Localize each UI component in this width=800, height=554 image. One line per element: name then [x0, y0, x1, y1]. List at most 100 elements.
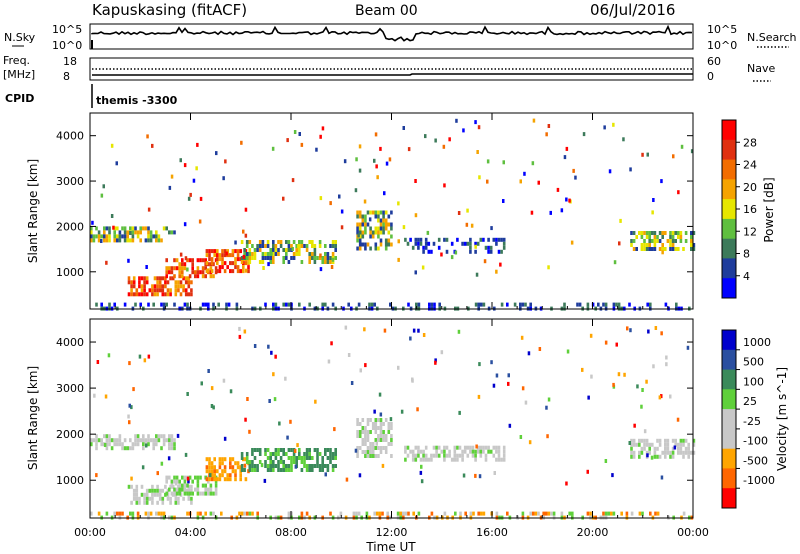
- heatmap-cell: [680, 144, 684, 149]
- heatmap-cell: [187, 488, 191, 493]
- heatmap-cell: [314, 399, 317, 404]
- heatmap-cell: [220, 511, 223, 516]
- heatmap-cell: [183, 483, 187, 488]
- heatmap-cell: [169, 288, 172, 293]
- heatmap-cell: [183, 487, 187, 492]
- heatmap-cell: [377, 226, 380, 231]
- heatmap-cell: [127, 484, 131, 489]
- heatmap-cell: [165, 438, 168, 443]
- heatmap-cell: [374, 226, 378, 231]
- heatmap-cell: [212, 491, 215, 496]
- heatmap-cell: [153, 488, 157, 493]
- heatmap-cell: [316, 460, 319, 464]
- heatmap-cell: [664, 446, 667, 451]
- heatmap-cell: [264, 448, 267, 452]
- heatmap-cell: [300, 240, 304, 244]
- heatmap-cell: [356, 434, 359, 438]
- heatmap-cell: [687, 446, 690, 451]
- heatmap-cell: [174, 481, 178, 486]
- heatmap-cell: [212, 302, 215, 307]
- heatmap-cell: [450, 241, 454, 246]
- heatmap-cell: [356, 430, 359, 434]
- heatmap-cell: [108, 434, 111, 439]
- heatmap-cell: [258, 460, 262, 464]
- heatmap-cell: [303, 452, 306, 456]
- heatmap-cell: [155, 438, 158, 443]
- heatmap-cell: [497, 449, 501, 454]
- colorbar-tick-label: 20: [743, 181, 757, 194]
- heatmap-cell: [108, 302, 111, 307]
- heatmap-cell: [371, 210, 375, 215]
- heatmap-cell: [629, 167, 632, 172]
- heatmap-cell: [181, 270, 184, 275]
- heatmap-cell: [459, 511, 462, 516]
- heatmap-cell: [651, 442, 654, 447]
- heatmap-cell: [682, 511, 686, 516]
- heatmap-cell: [661, 243, 664, 247]
- heatmap-cell: [253, 344, 257, 348]
- heatmap-cell: [129, 226, 132, 231]
- heatmap-cell: [424, 445, 428, 450]
- heatmap-cell: [210, 469, 214, 474]
- heatmap-cell: [235, 302, 239, 307]
- heatmap-cell: [292, 452, 296, 456]
- heatmap-cell: [178, 274, 181, 279]
- heatmap-cell: [589, 333, 593, 338]
- heatmap-cell: [440, 449, 444, 454]
- heatmap-cell: [303, 464, 306, 468]
- heatmap-cell: [158, 288, 162, 293]
- heatmap-cell: [358, 168, 362, 173]
- heatmap-cell: [632, 454, 636, 459]
- heatmap-cell: [443, 453, 446, 458]
- heatmap-cell: [151, 292, 154, 297]
- heatmap-cell: [102, 184, 105, 189]
- heatmap-cell: [402, 511, 405, 516]
- heatmap-cell: [384, 238, 388, 243]
- heatmap-cell: [324, 244, 327, 248]
- heatmap-cell: [677, 442, 680, 447]
- heatmap-cell: [364, 363, 367, 368]
- heatmap-cell: [472, 511, 475, 516]
- heatmap-cell: [123, 438, 127, 443]
- heatmap-cell: [475, 272, 479, 277]
- heatmap-cell: [686, 345, 690, 350]
- heatmap-cell: [356, 222, 359, 227]
- heatmap-cell: [613, 260, 617, 265]
- heatmap-cell: [291, 178, 295, 183]
- heatmap-cell: [649, 302, 652, 307]
- heatmap-cell: [179, 280, 183, 285]
- heatmap-cell: [174, 288, 178, 293]
- heatmap-cell: [369, 226, 372, 231]
- heatmap-cell: [664, 302, 668, 307]
- heatmap-cell: [153, 276, 157, 281]
- heatmap-cell: [390, 222, 393, 227]
- heatmap-cell: [521, 386, 525, 391]
- heatmap-cell: [387, 422, 391, 426]
- heatmap-cell: [318, 244, 322, 248]
- velocity-colorbar-label: Velocity [m s^-1]: [775, 367, 789, 471]
- heatmap-cell: [618, 241, 621, 246]
- heatmap-cell: [414, 213, 418, 218]
- heatmap-cell: [324, 256, 327, 260]
- heatmap-cell: [105, 234, 109, 239]
- heatmap-cell: [324, 452, 327, 456]
- colorbar-tick-label: 4: [743, 270, 750, 283]
- heatmap-cell: [382, 214, 385, 219]
- heatmap-cell: [653, 231, 657, 235]
- heatmap-cell: [293, 130, 297, 134]
- heatmap-cell: [331, 456, 335, 460]
- heatmap-cell: [105, 438, 109, 443]
- heatmap-cell: [264, 464, 267, 468]
- heatmap-cell: [361, 430, 365, 434]
- heatmap-cell: [334, 248, 337, 252]
- heatmap-cell: [212, 262, 215, 267]
- heatmap-cell: [130, 288, 133, 293]
- heatmap-cell: [287, 468, 291, 472]
- heatmap-cell: [208, 257, 211, 262]
- heatmap-cell: [690, 149, 694, 154]
- heatmap-cell: [272, 252, 275, 256]
- heatmap-cell: [361, 222, 365, 227]
- heatmap-cell: [489, 245, 493, 250]
- heatmap-cell: [404, 445, 407, 450]
- heatmap-cell: [648, 239, 651, 243]
